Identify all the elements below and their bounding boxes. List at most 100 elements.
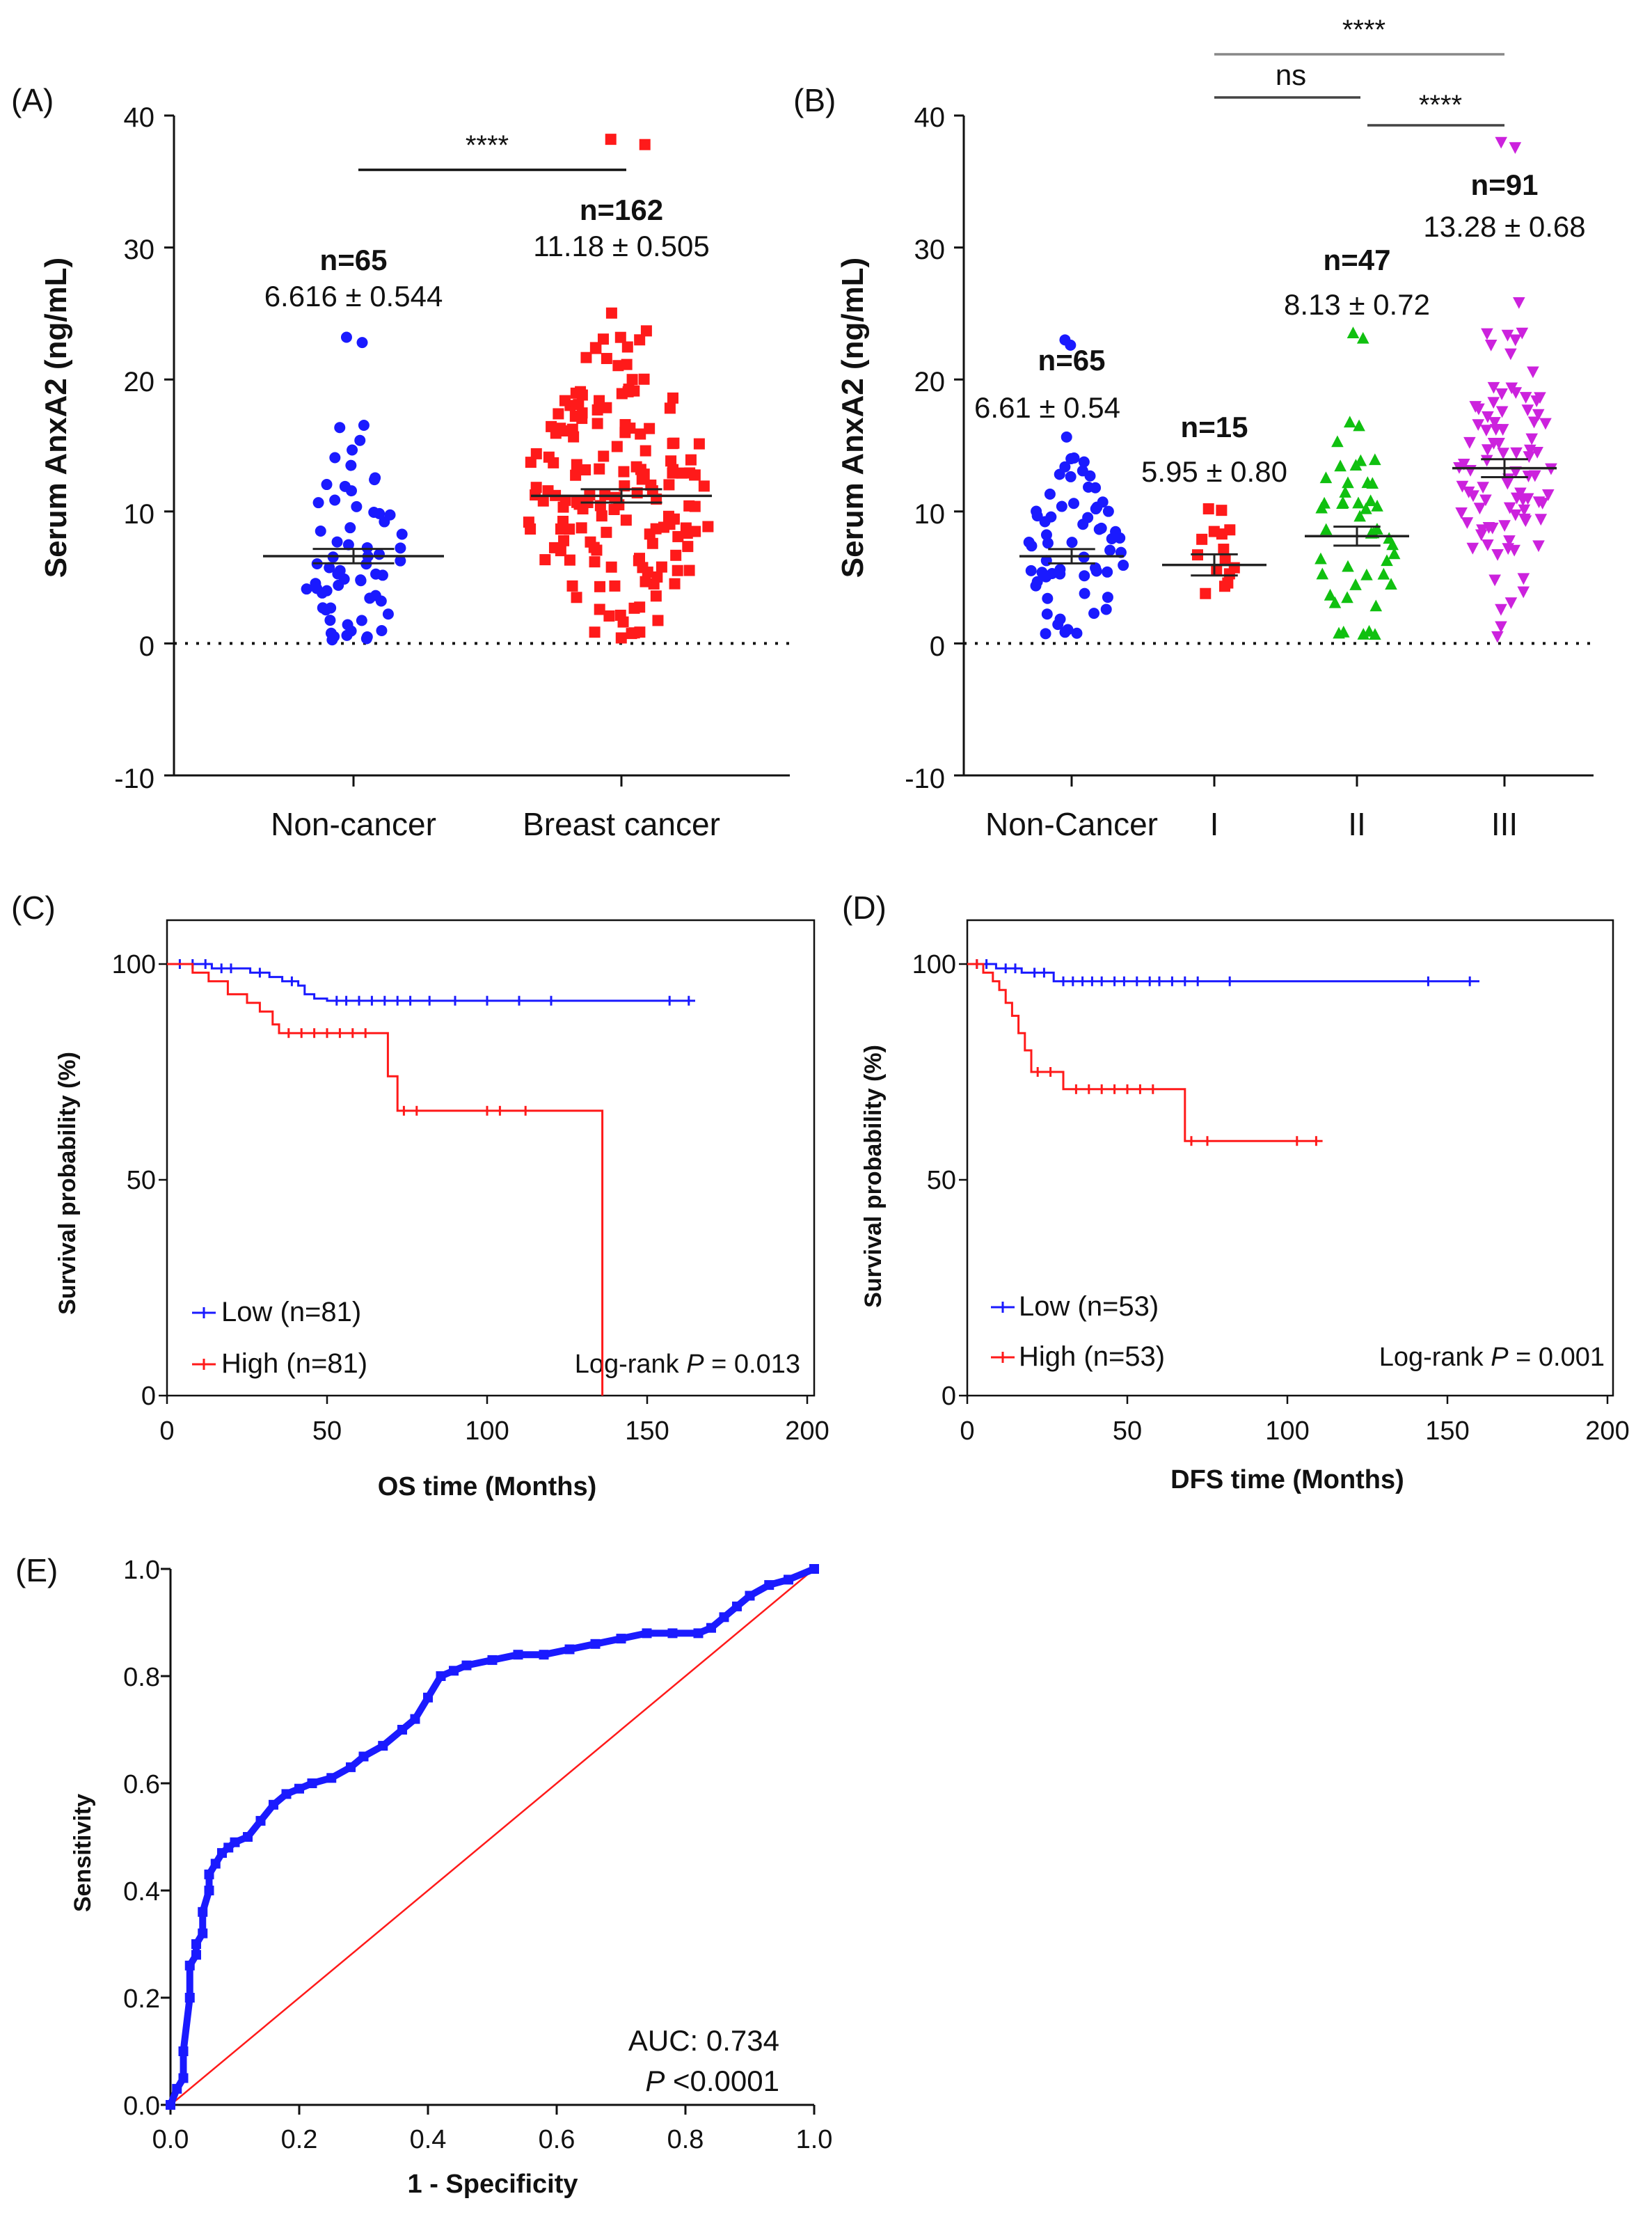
panel-b-ytick: 0 [930,631,945,662]
panel-b-data-point [1455,507,1468,519]
panel-b-data-point [1481,444,1494,456]
panel-a-data-point [580,352,592,363]
panel-a-data-point [668,437,680,449]
panel-b-data-point [1065,471,1077,482]
panel-b-data-point [1339,486,1351,498]
panel-d-ylabel: Survival probability (%) [860,1045,887,1308]
panel-b-data-point [1523,451,1536,464]
panel-b-data-point [1519,515,1532,528]
panel-a-data-point [609,580,621,592]
panel-b-data-point [1200,587,1212,599]
panel-a-data-point [342,539,354,551]
panel-b-data-point [1486,522,1499,535]
panel-e-roc-point [487,1655,498,1665]
panel-e-ytick: 1.0 [123,1556,160,1585]
panel-b-ytick: 40 [914,102,946,133]
panel-a-data-point [665,455,677,467]
panel-b-data-point [1504,348,1517,361]
panel-e-xtick: 0.0 [152,2125,189,2154]
panel-b-data-point [1484,340,1498,352]
panel-b-data-point [1083,481,1095,493]
panel-e-roc-point [745,1590,755,1601]
panel-e-xtick: 0.2 [281,2125,318,2154]
panel-a-data-point [396,528,408,540]
panel-e-ytick: 0.2 [123,1984,160,2014]
panel-b-data-point [1354,454,1367,466]
panel-b-data-point [1487,381,1500,394]
panel-a-data-point [570,469,582,481]
panel-a-data-point [650,590,662,602]
panel-b-data-point [1534,514,1548,526]
panel-a-data-point [645,479,657,491]
panel-b-data-point [1091,501,1103,513]
panel-b-data-point [1023,537,1035,548]
panel-b-data-point [1062,624,1074,636]
panel-e-roc-point [719,1612,729,1623]
panel-b-data-point [1052,619,1064,631]
panel-c-survival-curve [167,963,604,1396]
panel-b-data-point [1216,528,1228,540]
panel-a-data-point [682,541,694,553]
panel-b-data-point [1218,544,1230,555]
panel-b-data-point [1316,567,1329,580]
panel-e-roc-point [410,1714,420,1724]
panel-b-data-point [1118,560,1129,571]
panel-e-pvalue: P <0.0001 [645,2065,779,2097]
panel-e-roc-point [230,1837,240,1847]
panel-a-data-point [662,510,674,522]
panel-a-data-point [553,408,564,420]
panel-a-data-point [628,385,640,397]
panel-e-roc-point [166,2100,175,2110]
panel-a-data-point [611,441,623,452]
panel-b-data-point [1463,436,1476,449]
panel-a-data-point [634,601,646,613]
panel-b-ylabel: Serum AnxA2 (ng/mL) [836,258,870,578]
panel-b-data-point [1353,419,1365,432]
panel-b-data-point [1532,409,1545,421]
panel-e-roc-point [616,1634,626,1644]
panel-b-data-point [1025,565,1037,576]
panel-e-roc-point [667,1628,678,1639]
panel-d-xtick: 0 [960,1416,974,1446]
panel-a-ytick: -10 [114,764,154,794]
panel-c-ytick: 50 [127,1166,156,1195]
panel-a-data-point [356,615,367,626]
panel-a-data-point [550,427,562,439]
panel-b-n-label: n=91 [1471,168,1539,201]
panel-a-data-point [616,388,628,400]
panel-d-xtick: 150 [1425,1416,1469,1446]
panel-b-data-point [1031,576,1043,587]
panel-b-data-point [1068,452,1080,464]
panel-a-significance-label: **** [466,130,509,161]
panel-e-roc-point [784,1574,793,1585]
panel-a-data-point [591,544,603,556]
panel-b-data-point [1369,628,1381,640]
panel-a-data-point [612,360,624,372]
panel-b-data-point [1519,392,1532,404]
panel-c-survival-curve [167,963,695,1002]
panel-b-ytick: 20 [914,367,946,397]
panel-b-data-point [1324,588,1337,601]
panel-a-data-point [658,521,669,533]
panel-e-roc-point [642,1628,652,1639]
panel-b-data-point [1521,493,1534,505]
panel-b-data-point [1509,142,1522,155]
panel-d-legend-label: High (n=53) [1019,1341,1165,1372]
panel-a-data-point [375,595,387,607]
panel-a-data-point [614,331,626,343]
panel-a-data-point [575,386,587,397]
panel-a-data-point [672,565,683,576]
panel-a-data-point [621,358,633,370]
panel-c-xtick: 100 [465,1416,509,1446]
panel-b-data-point [1528,470,1541,482]
panel-a-data-point [589,342,601,354]
panel-c-xtick: 0 [159,1416,174,1446]
panel-b-data-point [1487,397,1500,409]
panel-e-roc-point [513,1650,523,1660]
panel-b-data-point [1491,548,1504,561]
panel-a-data-point [321,479,333,491]
panel-e-roc-point [307,1778,317,1788]
panel-b-data-point [1386,538,1399,551]
panel-a-data-point [559,494,571,506]
panel-a-data-point [301,583,312,595]
